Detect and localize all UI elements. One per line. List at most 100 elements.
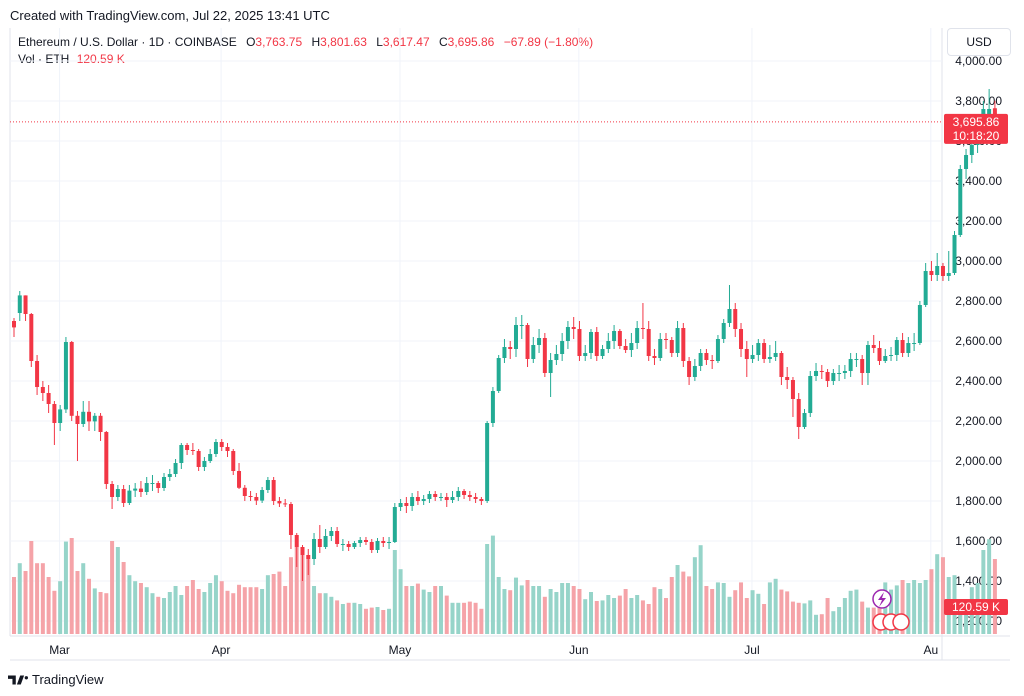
volume-bar xyxy=(456,602,461,634)
volume-bar xyxy=(750,590,755,634)
candle-body xyxy=(485,423,490,501)
candle-body xyxy=(958,169,963,235)
y-tick-label: 2,400.00 xyxy=(955,374,1002,388)
volume-bar xyxy=(375,607,380,634)
volume-bar xyxy=(167,592,172,634)
candle-body xyxy=(81,411,86,424)
high-label: H xyxy=(311,35,321,49)
candle-body xyxy=(490,391,495,423)
candle-body xyxy=(739,329,744,349)
y-tick-label: 3,200.00 xyxy=(955,214,1002,228)
candle-body xyxy=(162,477,167,488)
candle-body xyxy=(883,356,888,361)
volume-bar xyxy=(612,598,617,634)
volume-bar xyxy=(819,614,824,634)
x-tick-label: May xyxy=(389,643,412,657)
volume-bar xyxy=(415,583,420,634)
y-tick-label: 2,800.00 xyxy=(955,294,1002,308)
volume-bar xyxy=(92,588,97,634)
candle-body xyxy=(900,340,905,353)
volume-bar xyxy=(640,600,645,634)
footer-brand-text: TradingView xyxy=(32,672,104,687)
candle-body xyxy=(779,353,784,377)
candle-body xyxy=(335,531,340,544)
candle-body xyxy=(790,380,795,399)
candle-body xyxy=(242,487,247,496)
candle-body xyxy=(438,497,443,498)
candle-body xyxy=(508,347,513,349)
candle-body xyxy=(138,488,143,492)
low-value: 3,617.47 xyxy=(382,35,430,49)
candle-body xyxy=(98,415,103,432)
volume-bar xyxy=(75,571,80,634)
volume-bar xyxy=(629,598,634,634)
volume-bar xyxy=(150,593,155,634)
candle-body xyxy=(537,338,542,345)
volume-bar xyxy=(479,608,484,634)
candle-body xyxy=(179,445,184,463)
volume-bar xyxy=(473,602,478,634)
candle-body xyxy=(571,327,576,329)
volume-bar xyxy=(721,583,726,634)
candle-body xyxy=(185,445,190,450)
volume-bar xyxy=(992,559,997,634)
candle-body xyxy=(692,366,697,377)
close-label: C xyxy=(438,35,448,49)
candle-body xyxy=(773,353,778,357)
candle-body xyxy=(687,361,692,377)
volume-bar xyxy=(427,592,432,634)
currency-unit-button[interactable]: USD xyxy=(947,28,1011,56)
candle-body xyxy=(935,266,940,275)
volume-bar xyxy=(179,595,184,634)
candle-body xyxy=(808,376,813,413)
candle-body xyxy=(819,371,824,372)
candle-body xyxy=(467,495,472,497)
volume-badge[interactable] xyxy=(944,599,1008,615)
candle-body xyxy=(133,488,138,491)
candle-body xyxy=(173,463,178,474)
volume-bar xyxy=(912,580,917,634)
candle-body xyxy=(952,235,957,273)
candle-body xyxy=(715,339,720,361)
y-tick-label: 4,000.00 xyxy=(955,54,1002,68)
candle-body xyxy=(381,541,386,543)
last-price-badge[interactable] xyxy=(944,113,1008,144)
symbol-name[interactable]: Ethereum / U.S. Dollar · 1D · COINBASE xyxy=(18,35,237,49)
volume-bar xyxy=(589,592,593,634)
candle-body xyxy=(312,539,317,559)
x-tick-label: Au xyxy=(923,643,938,657)
open-value: 3,763.75 xyxy=(255,35,303,49)
volume-bar xyxy=(202,592,207,634)
candle-body xyxy=(796,399,801,427)
volume-bar xyxy=(69,538,74,634)
candle-body xyxy=(600,349,605,356)
volume-bar xyxy=(398,569,403,634)
volume-bar xyxy=(733,590,738,634)
volume-bar xyxy=(715,582,720,634)
tradingview-logo-icon xyxy=(8,675,28,684)
candle-body xyxy=(398,503,403,507)
volume-bar xyxy=(81,563,86,634)
candle-body xyxy=(635,328,640,343)
volume-bar xyxy=(692,557,697,634)
volume-bar xyxy=(208,583,213,634)
us-flag-event-icon[interactable] xyxy=(892,613,910,631)
volume-bar xyxy=(635,595,640,634)
candle-body xyxy=(923,271,928,305)
volume-bar xyxy=(860,601,865,634)
created-with-text: Created with TradingView.com, Jul 22, 20… xyxy=(10,8,330,23)
candle-body xyxy=(912,343,917,344)
candle-body xyxy=(104,432,109,484)
volume-bar xyxy=(490,535,495,634)
candle-body xyxy=(69,342,74,416)
candle-body xyxy=(860,359,865,373)
volume-label[interactable]: Vol · ETH xyxy=(18,52,70,66)
candle-body xyxy=(450,497,455,500)
candle-body xyxy=(35,361,40,387)
candle-body xyxy=(894,340,899,355)
y-tick-label: 2,000.00 xyxy=(955,454,1002,468)
candle-body xyxy=(496,358,501,391)
candle-body xyxy=(802,413,807,427)
volume-bar xyxy=(762,604,767,634)
